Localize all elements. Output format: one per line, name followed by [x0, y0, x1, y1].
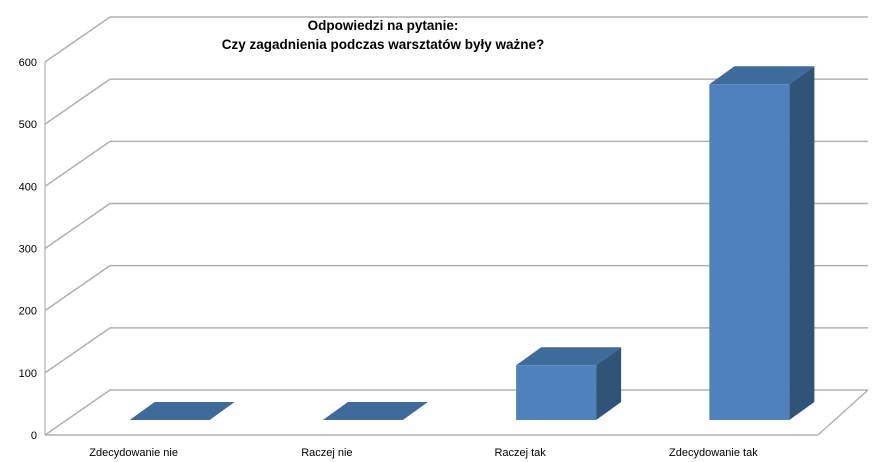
floor-right-edge — [817, 389, 869, 436]
gridline-left-wall — [44, 202, 111, 250]
y-tick-label: 400 — [19, 181, 37, 193]
gridline-left-wall — [44, 16, 111, 63]
x-category-label: Raczej tak — [494, 447, 546, 459]
x-category-label: Zdecydowanie nie — [89, 447, 178, 459]
y-tick-label: 300 — [19, 244, 37, 256]
bar-side — [596, 347, 622, 420]
x-category-label: Raczej nie — [301, 447, 352, 459]
gridline-left-wall — [44, 389, 111, 436]
bar-top — [322, 402, 428, 420]
bar-top — [709, 66, 815, 85]
gridline-left-wall — [44, 265, 111, 312]
y-tick-label: 500 — [19, 119, 37, 131]
gridline-left-wall — [44, 140, 111, 187]
chart-title-line-1: Odpowiedzi na pytanie: — [307, 18, 459, 33]
bar — [516, 365, 597, 420]
y-tick-label: 200 — [19, 306, 37, 318]
bar-side — [789, 66, 815, 421]
y-tick-label: 0 — [31, 430, 37, 442]
bar-top — [129, 402, 235, 420]
chart-title-line-2: Czy zagadnienia podczas warsztatów były … — [221, 37, 545, 52]
y-tick-label: 100 — [19, 368, 37, 380]
x-category-label: Zdecydowanie tak — [669, 447, 758, 459]
bar — [709, 84, 790, 421]
gridline-left-wall — [44, 327, 111, 374]
gridline-left-wall — [44, 78, 111, 125]
bar-top — [516, 347, 622, 366]
y-tick-label: 600 — [19, 57, 37, 69]
